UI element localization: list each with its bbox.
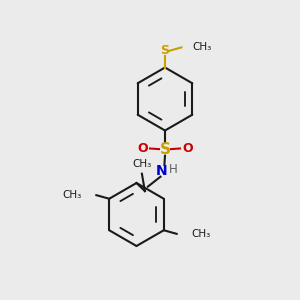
Text: S: S (160, 44, 169, 58)
Text: O: O (137, 142, 148, 155)
Text: CH₃: CH₃ (132, 159, 152, 169)
Text: H: H (169, 163, 178, 176)
Text: S: S (160, 142, 170, 157)
Text: O: O (182, 142, 193, 155)
Text: CH₃: CH₃ (62, 190, 81, 200)
Text: CH₃: CH₃ (192, 42, 211, 52)
Text: N: N (156, 164, 167, 178)
Text: CH₃: CH₃ (192, 229, 211, 239)
